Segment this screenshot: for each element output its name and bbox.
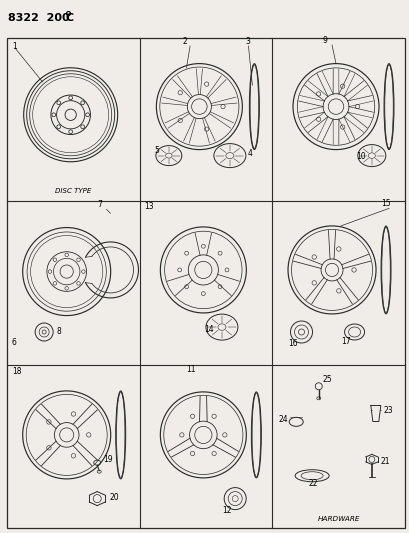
Text: 4: 4 <box>247 149 252 158</box>
Text: 20: 20 <box>109 492 119 502</box>
Text: DISC TYPE: DISC TYPE <box>55 188 91 195</box>
Text: 13: 13 <box>144 203 154 211</box>
Text: 12: 12 <box>222 506 231 514</box>
Text: 17: 17 <box>341 337 351 346</box>
Text: 3: 3 <box>245 37 250 46</box>
Text: 16: 16 <box>288 339 297 348</box>
Text: 24: 24 <box>278 415 287 424</box>
Text: 15: 15 <box>380 199 390 208</box>
Text: 22: 22 <box>308 479 317 488</box>
Text: 18: 18 <box>12 367 21 376</box>
Text: 21: 21 <box>380 457 389 466</box>
Text: 7: 7 <box>97 200 102 209</box>
Text: 5: 5 <box>155 146 160 155</box>
Text: 23: 23 <box>383 407 393 416</box>
Text: HARDWARE: HARDWARE <box>317 516 359 522</box>
Text: 1: 1 <box>12 42 17 51</box>
Text: 11: 11 <box>186 365 195 374</box>
Text: 14: 14 <box>203 325 213 334</box>
Text: 6: 6 <box>12 338 17 347</box>
Text: 9: 9 <box>322 36 327 45</box>
Text: 25: 25 <box>322 375 332 384</box>
Text: 8: 8 <box>56 327 61 336</box>
Text: C: C <box>66 13 74 23</box>
Text: 2: 2 <box>182 37 187 46</box>
Text: 8322  200: 8322 200 <box>8 13 70 23</box>
Text: 10: 10 <box>355 151 364 160</box>
Text: 19: 19 <box>103 455 112 464</box>
